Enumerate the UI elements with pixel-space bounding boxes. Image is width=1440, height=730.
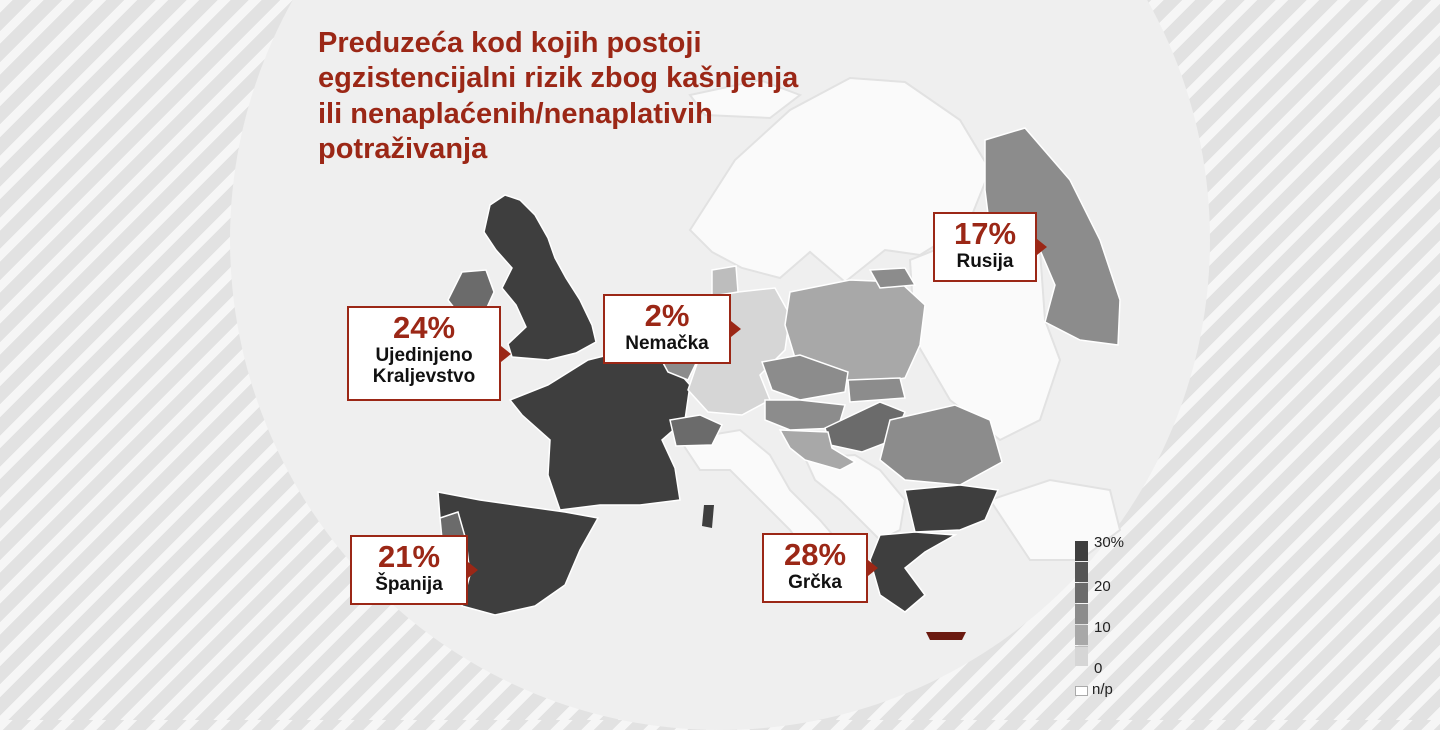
legend-swatch-20 [1075, 583, 1088, 603]
callout-spain-value: 21% [377, 539, 441, 574]
title-line-2: egzistencijalni rizik zbog kašnjenja [318, 62, 799, 95]
callout-russia-pointer [1037, 239, 1047, 255]
legend-swatch-no-data [1075, 686, 1088, 696]
map-switzerland [669, 414, 724, 447]
callout-uk-label-1: Ujedinjeno [375, 344, 473, 366]
callout-russia: 17% Rusija [933, 212, 1047, 282]
legend-tick-10: 10 [1094, 619, 1111, 636]
callout-uk-label-2: Kraljevstvo [372, 365, 476, 387]
map-baltics [868, 267, 917, 289]
callout-germany-value: 2% [644, 298, 690, 333]
iceland-region [688, 78, 803, 120]
legend-swatch-15 [1075, 604, 1088, 624]
legend-swatch-10 [1075, 625, 1088, 645]
map-crete [926, 632, 966, 640]
callout-germany-pointer [731, 321, 741, 337]
map-title: Preduzeća kod kojih postoji egzistencija… [318, 26, 918, 168]
callout-uk-pointer [501, 346, 511, 362]
callout-greece-label: Grčka [788, 571, 842, 593]
title-line-3: ili nenaplaćenih/nenaplativih [318, 97, 713, 130]
legend-swatch-30 [1075, 541, 1088, 561]
callout-uk: 24% Ujedinjeno Kraljevstvo [347, 306, 511, 401]
legend-swatch-0 [1075, 647, 1088, 666]
map-corsica [702, 505, 714, 528]
map-czechia [760, 354, 849, 401]
callout-spain: 21% Španija [350, 535, 478, 605]
map-romania [879, 404, 1003, 486]
title-line-1: Preduzeća kod kojih postoji [318, 27, 702, 59]
legend-tick-20: 20 [1094, 578, 1111, 595]
legend-tick-30: 30% [1094, 534, 1125, 551]
callout-greece-pointer [868, 560, 878, 576]
callout-russia-value: 17% [953, 216, 1017, 251]
legend-no-data-label: n/p [1092, 681, 1113, 698]
turkey-region [988, 478, 1122, 561]
title-line-4: potraživanja [318, 133, 488, 166]
callout-russia-label: Rusija [956, 250, 1014, 272]
callout-germany-label: Nemačka [625, 332, 709, 354]
legend-tick-0: 0 [1094, 660, 1103, 677]
callout-greece-value: 28% [783, 537, 847, 572]
map-uk [483, 194, 597, 361]
map-greece [869, 531, 958, 613]
map-slovenia-croatia [778, 429, 857, 471]
legend-swatch-25 [1075, 562, 1088, 582]
callout-greece: 28% Grčka [762, 533, 878, 603]
map-bulgaria [904, 484, 1000, 533]
callout-spain-pointer [468, 562, 478, 578]
callout-spain-label: Španija [375, 573, 443, 595]
map-slovakia [847, 377, 906, 403]
map-france [508, 349, 691, 511]
callout-germany: 2% Nemačka [603, 294, 741, 364]
map-denmark [711, 265, 739, 297]
callout-uk-value: 24% [392, 310, 456, 345]
